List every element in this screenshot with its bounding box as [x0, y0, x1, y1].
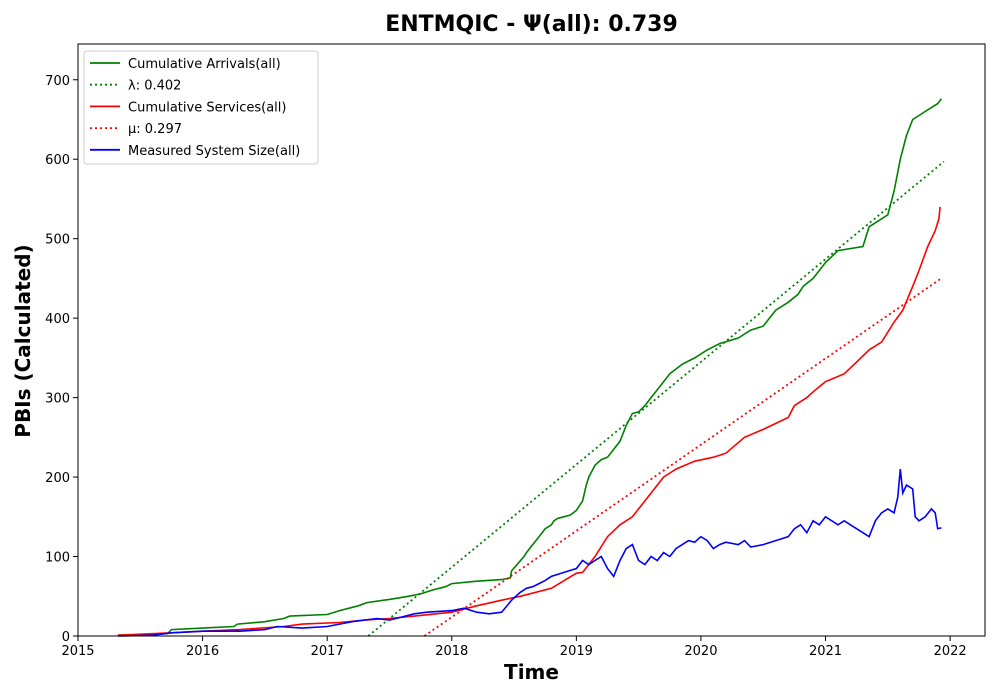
series-line-3	[423, 278, 941, 637]
chart-title: ENTMQIC - Ψ(all): 0.739	[385, 12, 678, 37]
y-tick-label: 300	[45, 392, 70, 407]
y-tick-label: 200	[45, 471, 70, 486]
x-axis-label: Time	[504, 660, 559, 684]
x-tick-label: 2022	[934, 644, 967, 659]
y-tick-label: 0	[62, 630, 70, 645]
y-tick-label: 100	[45, 551, 70, 566]
series-line-4	[117, 469, 942, 637]
y-tick-label: 600	[45, 153, 70, 168]
x-tick-group: 2015 2016 2017 2018 2019 2020 2021 2022	[61, 636, 967, 659]
legend-label-2: Cumulative Services(all)	[128, 100, 286, 115]
x-tick-label: 2018	[435, 644, 468, 659]
legend-label-0: Cumulative Arrivals(all)	[128, 57, 281, 72]
y-tick-label: 700	[45, 74, 70, 89]
legend-label-3: μ: 0.297	[128, 122, 182, 137]
series-line-1	[367, 160, 945, 637]
x-tick-label: 2021	[809, 644, 842, 659]
y-tick-label: 500	[45, 233, 70, 248]
series-layer	[117, 98, 945, 637]
x-tick-label: 2019	[560, 644, 593, 659]
y-tick-label: 400	[45, 312, 70, 327]
legend-label-1: λ: 0.402	[128, 79, 181, 94]
legend-box	[83, 50, 319, 165]
plot-frame	[77, 43, 986, 637]
legend-label-4: Measured System Size(all)	[128, 144, 300, 159]
legend: Cumulative Arrivals(all) λ: 0.402 Cumulati…	[83, 50, 319, 165]
x-tick-label: 2020	[684, 644, 717, 659]
series-line-0	[117, 98, 943, 636]
x-tick-label: 2016	[186, 644, 219, 659]
x-tick-label: 2015	[61, 644, 94, 659]
x-tick-label: 2017	[311, 644, 344, 659]
series-line-2	[117, 206, 941, 636]
y-tick-group: 0 100 200 300 400 500 600 700	[45, 74, 78, 645]
